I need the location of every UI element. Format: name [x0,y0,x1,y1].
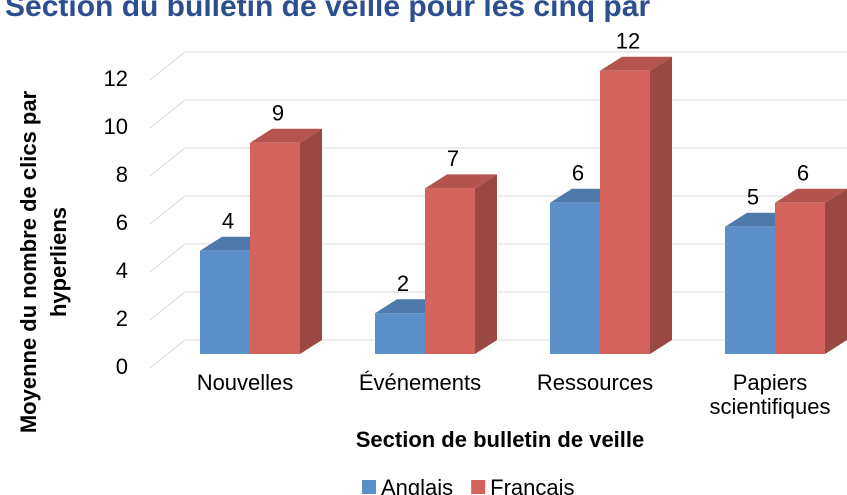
bar-front [725,226,775,354]
data-label: 7 [447,146,459,171]
x-tick-label: Événements [359,370,481,395]
data-label: 5 [747,185,759,210]
bar-top [775,188,847,203]
y-tick-label: 12 [104,66,128,91]
data-label: 2 [397,271,409,296]
bar-front [775,202,825,354]
x-tick-label: Papiers scientifiques [709,370,830,419]
x-tick-label: Ressources [537,370,653,395]
bar-front [600,70,650,355]
bar-front [550,202,600,354]
y-tick-label: 2 [116,306,128,331]
x-tick-label: Nouvelles [197,370,294,395]
bar-top [425,174,497,189]
y-tick-label: 10 [104,114,128,139]
data-label: 12 [616,29,640,54]
bar-top [250,128,322,143]
bar-top [600,56,672,71]
y-tick-label: 0 [116,354,128,379]
x-axis-title: Section de bulletin de veille [356,427,645,452]
bar-side [825,188,847,354]
bar [250,128,322,354]
legend-swatch [362,480,376,494]
y-tick-label: 4 [116,258,128,283]
y-tick-label: 8 [116,162,128,187]
chart-title: Section du bulletin de veille pour les c… [5,0,650,23]
bar-front [200,250,250,354]
legend-swatch [471,480,486,494]
bar-side [650,56,672,355]
bar-side [475,174,497,354]
data-label: 6 [797,161,809,186]
y-axis-title: Moyenne du nombre de clics par hyperliens [16,90,71,433]
grid-line [149,99,847,129]
grid-line [149,51,847,81]
bar [775,188,847,354]
data-label: 4 [222,209,234,234]
bar [425,174,497,354]
legend-label: Anglais [381,475,453,495]
data-label: 6 [572,161,584,186]
bar-side [300,128,322,354]
bar-front [250,142,300,354]
legend-label: Français [490,475,574,495]
bar-front [425,188,475,354]
bar-front [375,313,425,354]
data-label: 9 [272,101,284,126]
y-tick-label: 6 [116,210,128,235]
bar [600,56,672,355]
